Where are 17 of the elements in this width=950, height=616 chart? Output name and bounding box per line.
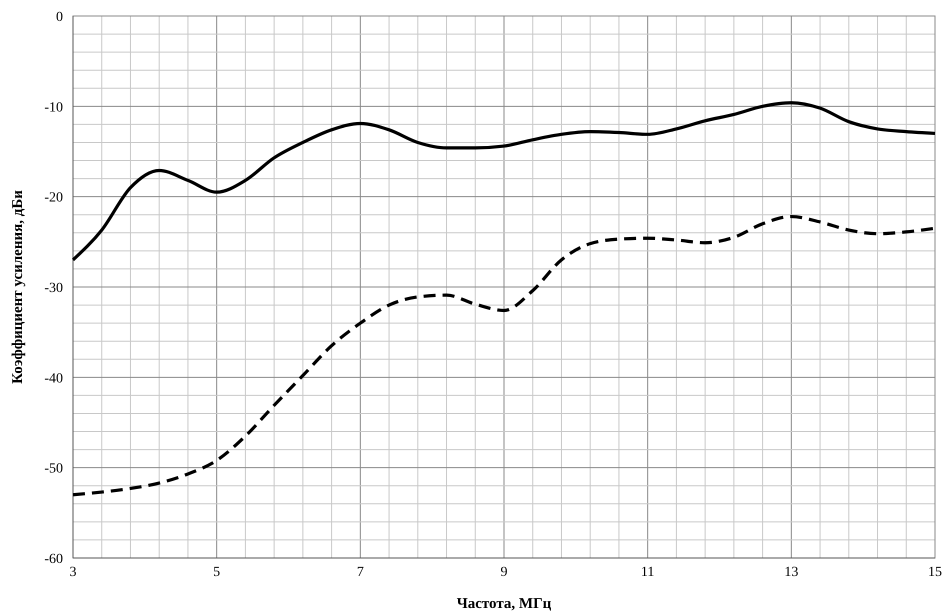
x-axis-title: Частота, МГц [456, 596, 552, 612]
y-tick-label: -10 [44, 100, 63, 116]
x-tick-label: 7 [356, 565, 364, 580]
y-tick-label: -40 [44, 371, 63, 386]
x-tick-label: 11 [640, 565, 654, 580]
x-tick-label: 9 [500, 565, 508, 580]
x-tick-label: 5 [213, 565, 220, 580]
y-tick-label: 0 [56, 10, 63, 25]
x-tick-label: 13 [784, 565, 798, 580]
y-tick-label: -60 [44, 552, 63, 567]
y-tick-label: -20 [44, 190, 63, 206]
x-tick-label: 3 [70, 565, 76, 580]
y-tick-label: -30 [44, 281, 63, 296]
y-tick-label: -50 [44, 462, 63, 477]
x-tick-label: 15 [928, 565, 942, 580]
y-axis-title: Коэффициент усиления, дБи [10, 190, 26, 384]
line-series [71, 101, 937, 262]
